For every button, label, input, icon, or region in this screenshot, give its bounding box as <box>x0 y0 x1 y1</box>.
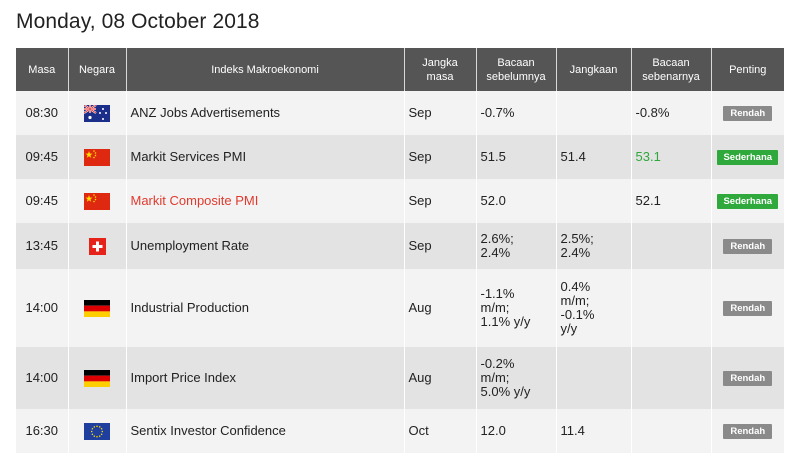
forecast-cell <box>556 91 632 135</box>
eu-flag-icon <box>84 422 110 440</box>
forecast-cell: 51.4 <box>556 135 632 179</box>
time-cell: 16:30 <box>16 409 69 453</box>
previous-cell: 2.6%; 2.4% <box>476 223 557 269</box>
period-cell: Oct <box>404 409 477 453</box>
previous-cell: -0.7% <box>476 91 557 135</box>
forecast-cell: 0.4% m/m; -0.1% y/y <box>556 269 632 347</box>
table-row: 09:45 Markit Services PMI Sep 51.5 51.4 <box>16 135 784 179</box>
actual-cell <box>631 347 712 409</box>
period-cell: Sep <box>404 179 477 223</box>
table-row: 08:30 <box>16 91 784 135</box>
australia-flag-icon <box>84 104 110 122</box>
time-cell: 13:45 <box>16 223 69 269</box>
previous-cell: 12.0 <box>476 409 557 453</box>
previous-cell: 51.5 <box>476 135 557 179</box>
actual-cell: 52.1 <box>631 179 712 223</box>
period-cell: Sep <box>404 135 477 179</box>
china-flag-icon <box>84 148 110 166</box>
table-row: 09:45 Markit Composite PMI Sep 52.0 5 <box>16 179 784 223</box>
period-cell: Sep <box>404 223 477 269</box>
period-cell: Sep <box>404 91 477 135</box>
germany-flag-icon <box>84 369 110 387</box>
forecast-cell <box>556 179 632 223</box>
actual-cell <box>631 223 712 269</box>
importance-badge: Sederhana <box>717 150 779 165</box>
header-importance: Penting <box>711 48 784 91</box>
period-cell: Aug <box>404 347 477 409</box>
table-row: 16:30 <box>16 409 784 453</box>
header-previous: Bacaan sebelumnya <box>476 48 557 91</box>
importance-badge: Rendah <box>723 424 773 439</box>
importance-badge: Rendah <box>723 239 773 254</box>
previous-cell: -0.2% m/m; 5.0% y/y <box>476 347 557 409</box>
germany-flag-icon <box>84 299 110 317</box>
time-cell: 09:45 <box>16 179 69 223</box>
importance-badge: Rendah <box>723 371 773 386</box>
economic-calendar-table: Masa Negara Indeks Makroekonomi Jangka m… <box>16 48 784 453</box>
actual-cell: 53.1 <box>631 135 712 179</box>
forecast-cell: 11.4 <box>556 409 632 453</box>
table-row: 14:00 Import Price Index Aug -0.2% m/m; … <box>16 347 784 409</box>
header-forecast: Jangkaan <box>556 48 632 91</box>
time-cell: 14:00 <box>16 347 69 409</box>
importance-badge: Sederhana <box>717 194 779 209</box>
time-cell: 08:30 <box>16 91 69 135</box>
indicator-name[interactable]: Unemployment Rate <box>126 223 405 269</box>
actual-cell <box>631 269 712 347</box>
page-title: Monday, 08 October 2018 <box>16 10 260 33</box>
indicator-name[interactable]: Sentix Investor Confidence <box>126 409 405 453</box>
previous-cell: -1.1% m/m; 1.1% y/y <box>476 269 557 347</box>
table-row: 13:45 Unemployment Rate Sep 2.6%; 2.4% 2… <box>16 223 784 269</box>
header-period: Jangka masa <box>404 48 477 91</box>
forecast-cell <box>556 347 632 409</box>
table-row: 14:00 Industrial Production Aug -1.1% m/… <box>16 269 784 347</box>
indicator-name[interactable]: ANZ Jobs Advertisements <box>126 91 405 135</box>
previous-cell: 52.0 <box>476 179 557 223</box>
header-indicator: Indeks Makroekonomi <box>126 48 405 91</box>
indicator-name[interactable]: Industrial Production <box>126 269 405 347</box>
time-cell: 14:00 <box>16 269 69 347</box>
time-cell: 09:45 <box>16 135 69 179</box>
indicator-name-link[interactable]: Markit Composite PMI <box>126 179 405 223</box>
china-flag-icon <box>84 192 110 210</box>
switzerland-flag-icon <box>88 237 106 255</box>
importance-badge: Rendah <box>723 301 773 316</box>
indicator-name[interactable]: Markit Services PMI <box>126 135 405 179</box>
importance-badge: Rendah <box>723 106 773 121</box>
header-actual: Bacaan sebenarnya <box>631 48 712 91</box>
forecast-cell: 2.5%; 2.4% <box>556 223 632 269</box>
header-country: Negara <box>68 48 127 91</box>
actual-cell: -0.8% <box>631 91 712 135</box>
table-header-row: Masa Negara Indeks Makroekonomi Jangka m… <box>16 48 784 91</box>
header-time: Masa <box>16 48 69 91</box>
actual-cell <box>631 409 712 453</box>
indicator-name[interactable]: Import Price Index <box>126 347 405 409</box>
period-cell: Aug <box>404 269 477 347</box>
